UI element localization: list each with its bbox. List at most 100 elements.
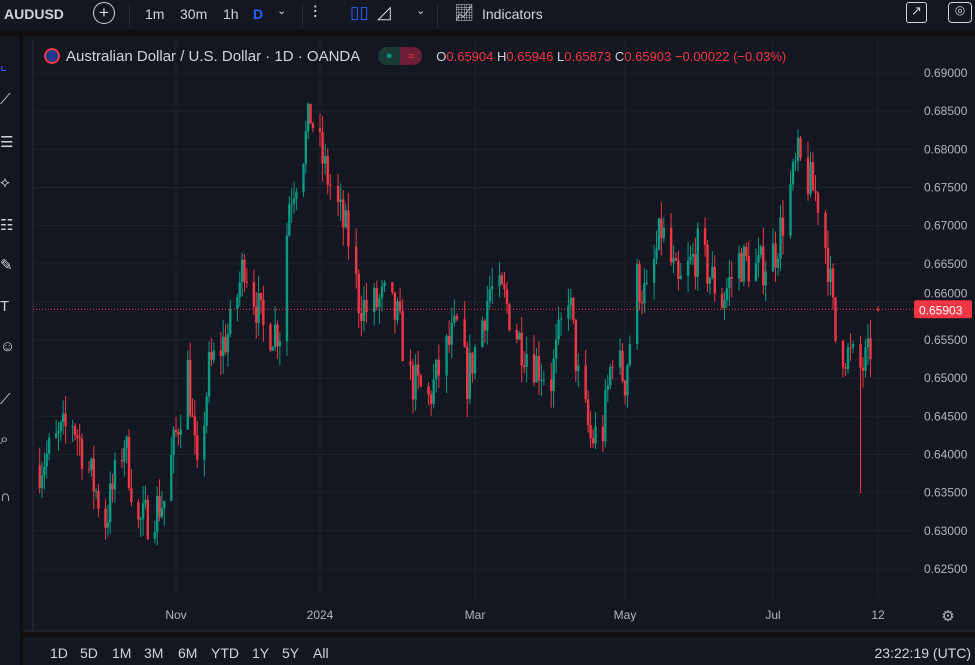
chevron-down-icon[interactable]: ⌄ (277, 5, 287, 17)
candle-body (796, 137, 800, 161)
candle-body (550, 379, 553, 392)
candle-body (391, 282, 394, 293)
crosshair-icon[interactable]: ⌞ (0, 57, 8, 74)
candle-body (762, 246, 765, 286)
candle-body (378, 298, 381, 307)
x-tick-label: Mar (465, 608, 486, 622)
interval-1h[interactable]: 1h (223, 6, 239, 22)
candle-body (861, 367, 865, 371)
candle-body (432, 379, 435, 404)
candle-body (158, 496, 161, 517)
candle-body (276, 324, 279, 347)
candle-body (806, 157, 810, 195)
candles-icon[interactable]: ▯▯ (350, 3, 369, 22)
candle-body (236, 297, 239, 309)
range-1y[interactable]: 1Y (252, 645, 270, 661)
fullscreen-icon[interactable]: ↗ (906, 2, 927, 23)
candle-body (851, 344, 855, 348)
candle-body (120, 459, 124, 462)
candle-body (163, 500, 166, 509)
area-chart-icon[interactable]: ◿ (377, 2, 391, 22)
candle-body (674, 258, 678, 261)
candle-body (193, 416, 197, 436)
candle-body (153, 532, 157, 539)
candle-body (864, 347, 867, 371)
chart-pane[interactable] (23, 36, 975, 631)
symbol-search[interactable]: AUDUSD (4, 6, 64, 22)
x-tick-label: 12 (871, 608, 885, 622)
settings-icon[interactable]: ⚙ (941, 608, 954, 625)
candle-body (123, 447, 126, 462)
candle-body (113, 459, 117, 490)
candle-body (594, 426, 597, 444)
bar-chart-icon[interactable]: ⫶ (313, 3, 318, 22)
candle-body (604, 389, 607, 442)
chevron-down-icon[interactable]: ⌄ (416, 5, 426, 17)
candle-body (508, 304, 511, 331)
market-open-icon: ● (378, 47, 401, 65)
candle-body (776, 258, 780, 268)
candle-body (774, 243, 777, 268)
projection-icon[interactable]: ☷ (0, 217, 14, 234)
indicators-button[interactable]: Indicators (482, 6, 543, 22)
drawing-toolbar: ⌞ ⟋ ☰ ⟡ ☷ ✎ T ☺ ⟋ ⌕ ∩ (0, 36, 20, 665)
market-status-toggle[interactable]: ● ≈ (378, 47, 423, 65)
candle-body (764, 271, 767, 286)
candle-body (290, 203, 293, 205)
camera-icon[interactable]: ◎ (948, 2, 972, 23)
candle-body (814, 190, 817, 193)
candle-body (80, 438, 84, 469)
interval-1m[interactable]: 1m (145, 6, 165, 22)
candle-body (40, 475, 44, 489)
candle-body (188, 360, 192, 416)
pattern-icon[interactable]: ⟡ (0, 174, 10, 191)
plus-circle-icon[interactable]: + (93, 2, 115, 24)
fib-icon[interactable]: ☰ (0, 134, 14, 151)
range-3m[interactable]: 3M (144, 645, 164, 661)
emoji-icon[interactable]: ☺ (0, 338, 16, 355)
candle-body (54, 433, 58, 438)
candle-body (799, 137, 802, 158)
range-1m[interactable]: 1M (112, 645, 132, 661)
candle-body (321, 132, 324, 164)
candle-body (584, 365, 587, 400)
range-1d[interactable]: 1D (50, 645, 68, 661)
candle-body (73, 426, 77, 435)
interval-d[interactable]: D (253, 6, 264, 22)
utc-clock[interactable]: 23:22:19 (UTC) (874, 645, 971, 661)
candle-body (791, 162, 795, 185)
candle-body (245, 281, 249, 283)
candle-body (45, 453, 48, 467)
candle-body (831, 268, 835, 298)
trendline-icon[interactable]: ⟋ (0, 91, 11, 108)
candle-body (401, 311, 404, 362)
brush-icon[interactable]: ✎ (0, 257, 13, 274)
candle-body (288, 204, 291, 236)
close-value: 0.65903 (624, 48, 672, 64)
range-all[interactable]: All (313, 645, 329, 661)
high-value: 0.65946 (506, 48, 554, 64)
candle-body (623, 380, 627, 396)
top-toolbar: AUDUSD + 1m 30m 1h D ⌄ ⫶ ▯▯ ◿ ⌄ 📈︎ Indic… (0, 0, 975, 30)
indicators-icon[interactable]: 📈︎ (454, 5, 475, 22)
flag-icon (44, 48, 60, 64)
zoom-icon[interactable]: ⌕ (0, 431, 9, 448)
change-value: −0.00022 (−0.03%) (674, 48, 787, 64)
magnet-icon[interactable]: ∩ (0, 488, 11, 505)
candle-body (522, 365, 526, 368)
range-5y[interactable]: 5Y (282, 645, 300, 661)
text-icon[interactable]: T (0, 298, 10, 315)
candle-body (824, 212, 827, 248)
range-5d[interactable]: 5D (80, 645, 98, 661)
candle-body (841, 340, 845, 368)
range-ytd[interactable]: YTD (211, 645, 239, 661)
candle-body (139, 518, 142, 520)
candle-body (97, 490, 100, 509)
candle-body (339, 199, 342, 203)
interval-30m[interactable]: 30m (180, 6, 208, 22)
ruler-icon[interactable]: ⟋ (0, 391, 11, 408)
range-6m[interactable]: 6M (178, 645, 198, 661)
candle-body (711, 266, 714, 278)
candle-body (628, 344, 632, 366)
